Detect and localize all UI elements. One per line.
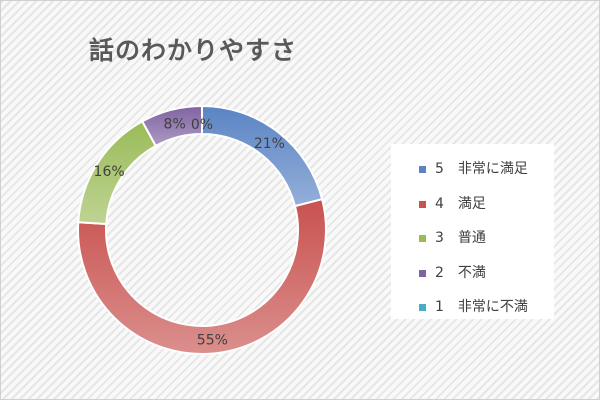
- legend: 5 非常に満足 4 満足 3 普通 2 不満 1 非常に不満: [391, 144, 554, 319]
- legend-label: 5 非常に満足: [435, 161, 528, 177]
- legend-label: 2 不満: [435, 264, 486, 281]
- data-label-2: 8%: [164, 116, 186, 132]
- legend-label: 3 普通: [435, 230, 486, 246]
- legend-swatch: [419, 200, 426, 208]
- legend-swatch: [419, 235, 426, 242]
- legend-swatch: [419, 269, 426, 277]
- slice-4: [77, 197, 327, 355]
- legend-swatch: [419, 304, 426, 311]
- legend-label: 4 満足: [435, 195, 486, 212]
- chart-title: 話のわかりやすさ: [89, 36, 298, 65]
- slice-2: [140, 104, 203, 148]
- data-label-3: 16%: [94, 164, 125, 180]
- legend-label: 1 非常に不満: [435, 299, 528, 315]
- legend-swatch: [419, 166, 426, 173]
- data-label-4: 55%: [197, 333, 228, 349]
- data-label-1: 0%: [191, 117, 213, 133]
- slice-5: [201, 104, 324, 208]
- data-label-5: 21%: [254, 136, 285, 152]
